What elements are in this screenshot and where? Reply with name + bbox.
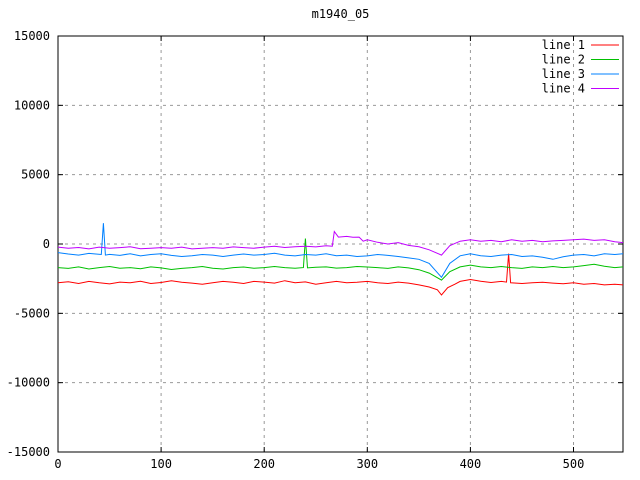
series-1-line	[57, 253, 624, 296]
series-4-line	[57, 230, 624, 256]
y-tick-label: -5000	[14, 306, 50, 320]
x-tick-label: 400	[460, 457, 482, 471]
y-tick-label: -10000	[7, 376, 50, 390]
y-tick-label: 0	[43, 237, 50, 251]
legend-label-3: line 3	[542, 67, 585, 81]
y-tick-label: 10000	[14, 98, 50, 112]
x-tick-label: 500	[563, 457, 585, 471]
y-tick-label: -15000	[7, 445, 50, 459]
x-tick-label: 100	[150, 457, 172, 471]
y-tick-label: 15000	[14, 29, 50, 43]
series-3-line	[57, 223, 624, 279]
x-tick-label: 0	[54, 457, 61, 471]
series-2-line	[57, 238, 624, 281]
legend-label-4: line 4	[542, 82, 585, 96]
x-tick-label: 200	[253, 457, 275, 471]
y-tick-label: 5000	[21, 168, 50, 182]
chart-title: m1940_05	[311, 7, 370, 21]
legend-label-2: line 2	[542, 53, 585, 67]
x-tick-label: 300	[356, 457, 378, 471]
legend-label-1: line 1	[542, 38, 585, 52]
